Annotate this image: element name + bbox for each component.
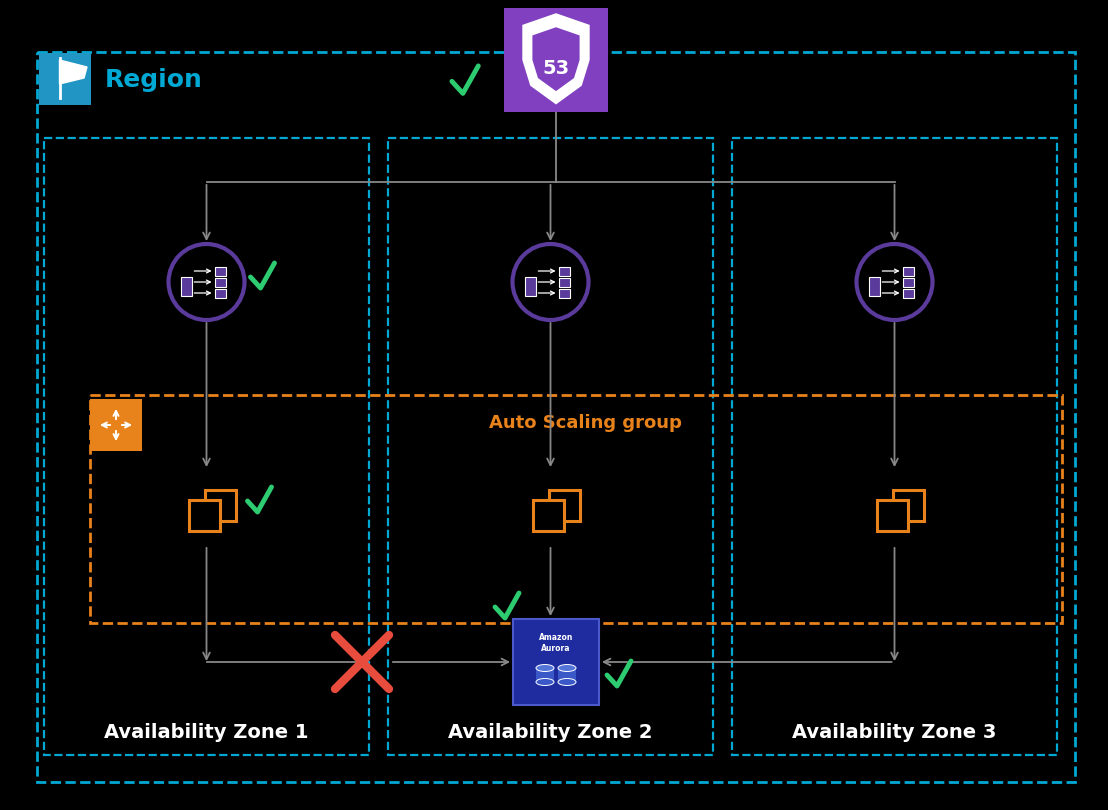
Ellipse shape <box>558 664 576 671</box>
Text: Availability Zone 3: Availability Zone 3 <box>792 723 997 743</box>
Bar <box>90 399 142 451</box>
Bar <box>533 500 564 531</box>
Bar <box>536 668 554 682</box>
Bar <box>39 53 91 105</box>
Bar <box>893 490 924 521</box>
Bar <box>558 668 576 682</box>
Ellipse shape <box>536 679 554 685</box>
Text: Amazon
Aurora: Amazon Aurora <box>538 633 573 653</box>
Bar <box>903 278 913 287</box>
Ellipse shape <box>536 664 554 671</box>
Bar <box>903 266 913 275</box>
Bar <box>388 138 714 755</box>
Bar <box>215 288 226 297</box>
Text: Availability Zone 2: Availability Zone 2 <box>449 723 653 743</box>
Bar <box>558 288 570 297</box>
Bar <box>90 395 1061 623</box>
Bar <box>215 278 226 287</box>
Text: 53: 53 <box>543 58 570 78</box>
Bar <box>524 276 535 296</box>
Bar <box>558 278 570 287</box>
Bar <box>181 276 192 296</box>
Polygon shape <box>522 13 589 104</box>
Bar <box>44 138 369 755</box>
Polygon shape <box>60 60 88 84</box>
Text: Region: Region <box>105 68 203 92</box>
Bar <box>558 266 570 275</box>
Bar <box>903 288 913 297</box>
Bar <box>876 500 907 531</box>
Bar <box>732 138 1057 755</box>
Bar <box>188 500 219 531</box>
Text: Availability Zone 1: Availability Zone 1 <box>104 723 309 743</box>
Bar <box>215 266 226 275</box>
Polygon shape <box>533 28 579 91</box>
Bar <box>550 490 579 521</box>
Bar <box>504 8 608 112</box>
Ellipse shape <box>558 679 576 685</box>
Text: Auto Scaling group: Auto Scaling group <box>489 414 681 432</box>
Bar <box>869 276 880 296</box>
Bar <box>513 619 599 705</box>
Bar <box>205 490 236 521</box>
